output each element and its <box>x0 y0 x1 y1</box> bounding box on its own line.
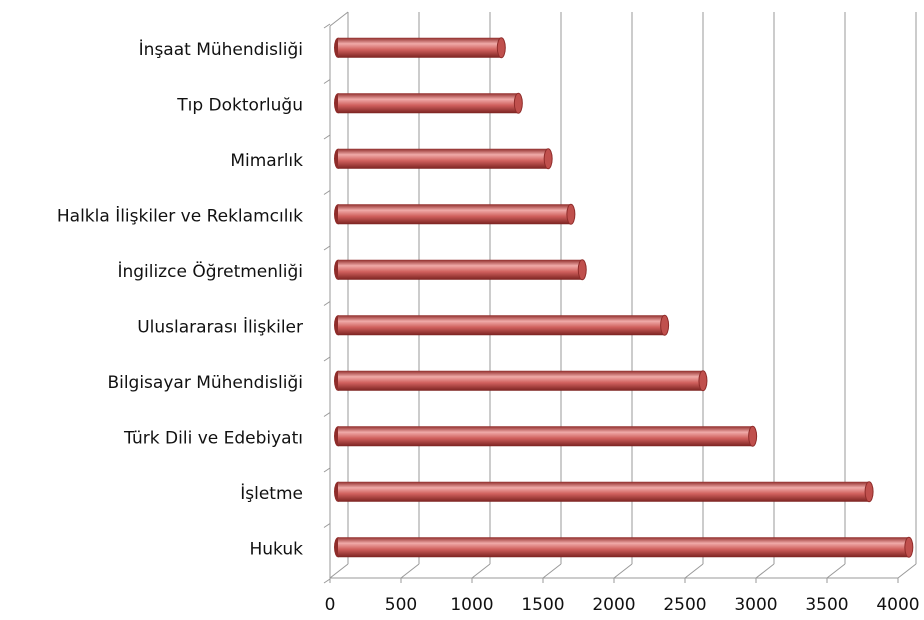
bar <box>334 370 708 392</box>
x-tick-label: 4000 <box>876 595 919 615</box>
bar-body <box>338 426 753 447</box>
bar <box>334 203 576 225</box>
category-tick <box>323 301 331 306</box>
bar-cap <box>513 92 523 114</box>
bar-body <box>338 537 909 558</box>
category-tick <box>323 412 331 417</box>
bar-cap <box>698 370 708 392</box>
x-tick-label: 2000 <box>592 595 635 615</box>
bar-cap <box>660 314 670 336</box>
bar-body <box>338 204 571 225</box>
bar-body <box>338 93 519 114</box>
y-tick-label: İnşaat Mühendisliği <box>139 39 303 60</box>
x-tick-label: 500 <box>385 595 417 615</box>
bar <box>334 259 587 281</box>
category-tick <box>323 79 331 84</box>
y-tick-label: Bilgisayar Mühendisliği <box>107 373 303 393</box>
y-tick-label: Tıp Doktorluğu <box>176 95 303 115</box>
y-tick-label: Uluslararası İlişkiler <box>137 316 303 337</box>
y-tick-label: İşletme <box>240 483 303 504</box>
bar <box>334 314 670 336</box>
category-tick <box>323 245 331 251</box>
bar <box>334 148 553 170</box>
x-tick-label: 1000 <box>450 595 493 615</box>
bar-cap <box>864 481 874 503</box>
bar-cap <box>748 425 758 447</box>
bar-cap <box>566 203 576 225</box>
y-tick-label: Hukuk <box>250 539 304 559</box>
grid-floor <box>471 563 491 579</box>
bar-cap <box>496 37 506 59</box>
grid-floor <box>755 563 775 579</box>
bar-body <box>338 259 583 280</box>
bar-cap <box>904 536 914 558</box>
bar <box>334 37 506 59</box>
grid-floor <box>613 563 633 579</box>
x-tick-label: 0 <box>325 595 336 615</box>
x-tick-label: 2500 <box>663 595 706 615</box>
bar-cap <box>543 148 553 170</box>
category-tick <box>323 578 331 584</box>
y-tick-label: Halkla İlişkiler ve Reklamcılık <box>57 205 303 226</box>
grid-floor <box>826 563 846 579</box>
bar-body <box>338 37 502 58</box>
x-tick-label: 3500 <box>805 595 848 615</box>
category-tick <box>323 467 331 473</box>
grid-floor <box>542 563 562 579</box>
category-tick <box>323 523 331 528</box>
bar <box>334 536 914 558</box>
bar-body <box>338 148 549 169</box>
category-tick <box>323 190 331 195</box>
y-tick-label: İngilizce Öğretmenliği <box>117 260 303 282</box>
bar-body <box>338 481 870 502</box>
grid-floor <box>400 563 420 579</box>
bar-body <box>338 370 703 391</box>
y-tick-label: Mimarlık <box>230 151 303 171</box>
grid-floor <box>897 563 917 579</box>
category-tick <box>323 23 331 29</box>
x-tick-label: 1500 <box>521 595 564 615</box>
x-tick-label: 3000 <box>734 595 777 615</box>
y-tick-label: Türk Dili ve Edebiyatı <box>123 428 303 448</box>
bar-body <box>338 315 665 336</box>
grid-floor <box>684 563 704 579</box>
bar <box>334 425 758 447</box>
bar <box>334 481 874 503</box>
bar-cap <box>577 259 587 281</box>
category-tick <box>323 134 331 140</box>
category-tick <box>323 356 331 362</box>
axis-wall-top <box>329 11 349 27</box>
grid-floor <box>329 563 349 579</box>
bar <box>334 92 523 114</box>
